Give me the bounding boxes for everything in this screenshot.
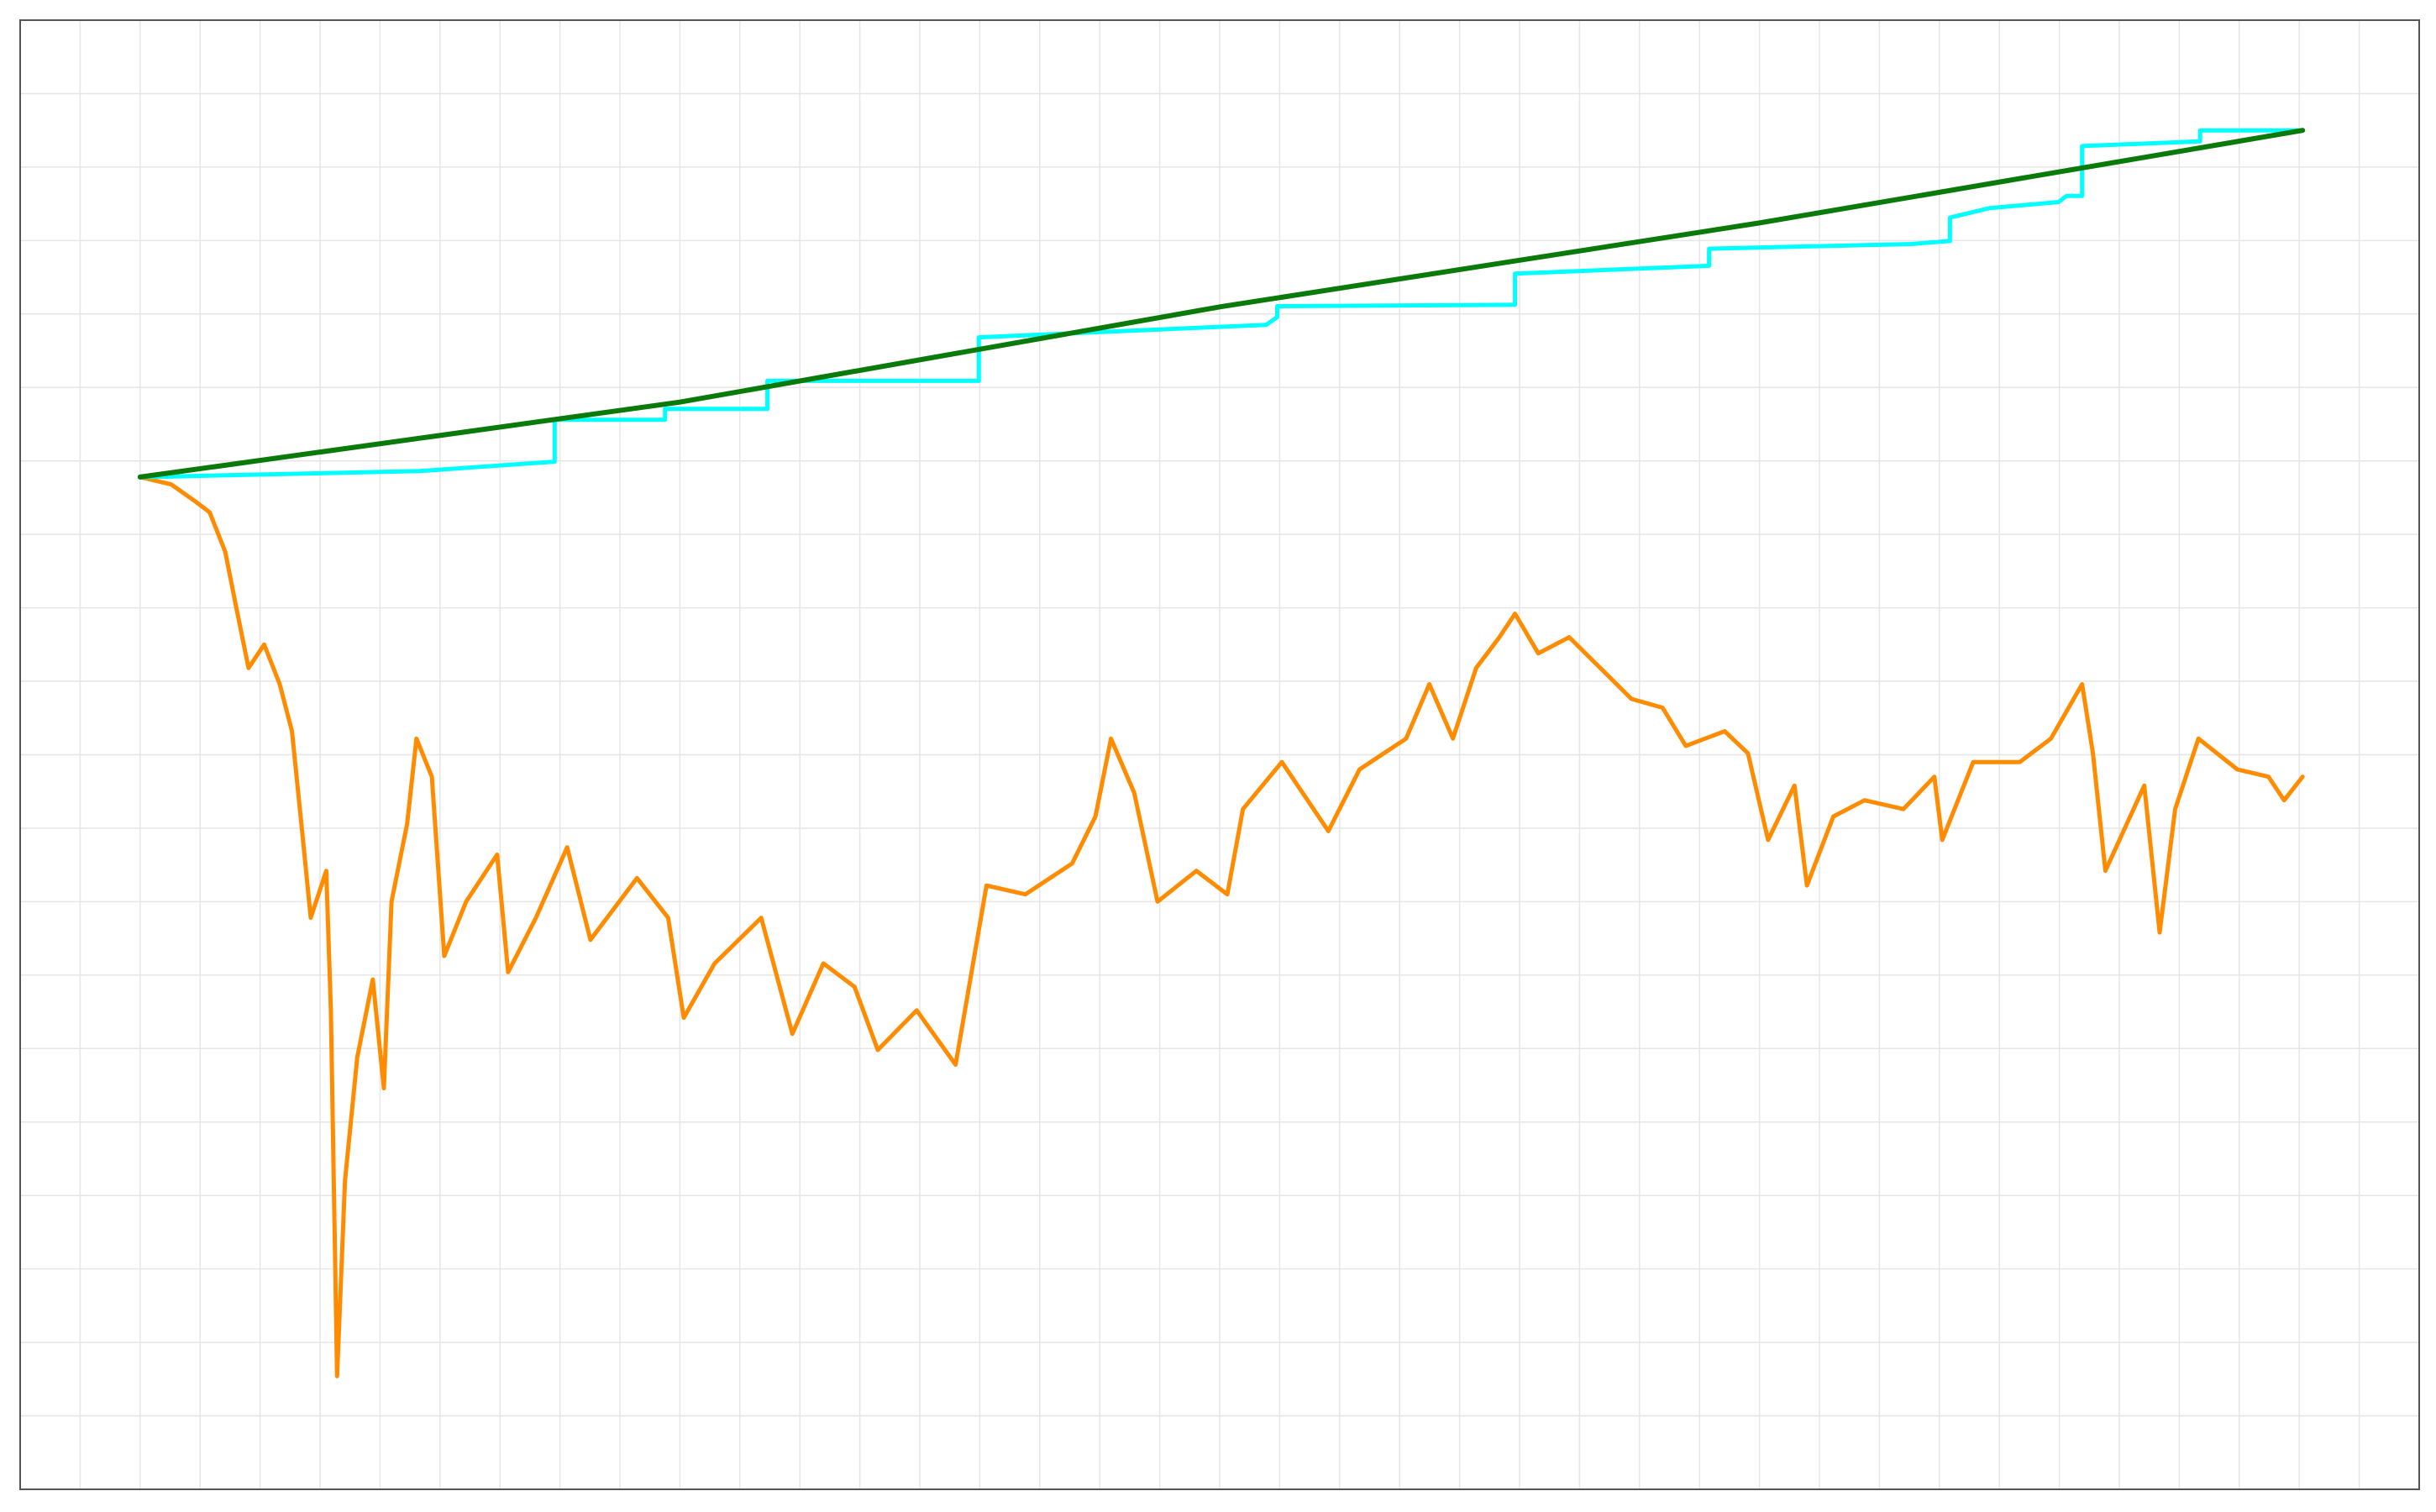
- series-line: [138, 475, 2305, 1378]
- plot-frame: [19, 19, 2420, 1490]
- grid: [19, 19, 2420, 1490]
- series-line: [137, 128, 2306, 480]
- series-line: [138, 128, 2305, 480]
- plot: [137, 128, 2306, 1378]
